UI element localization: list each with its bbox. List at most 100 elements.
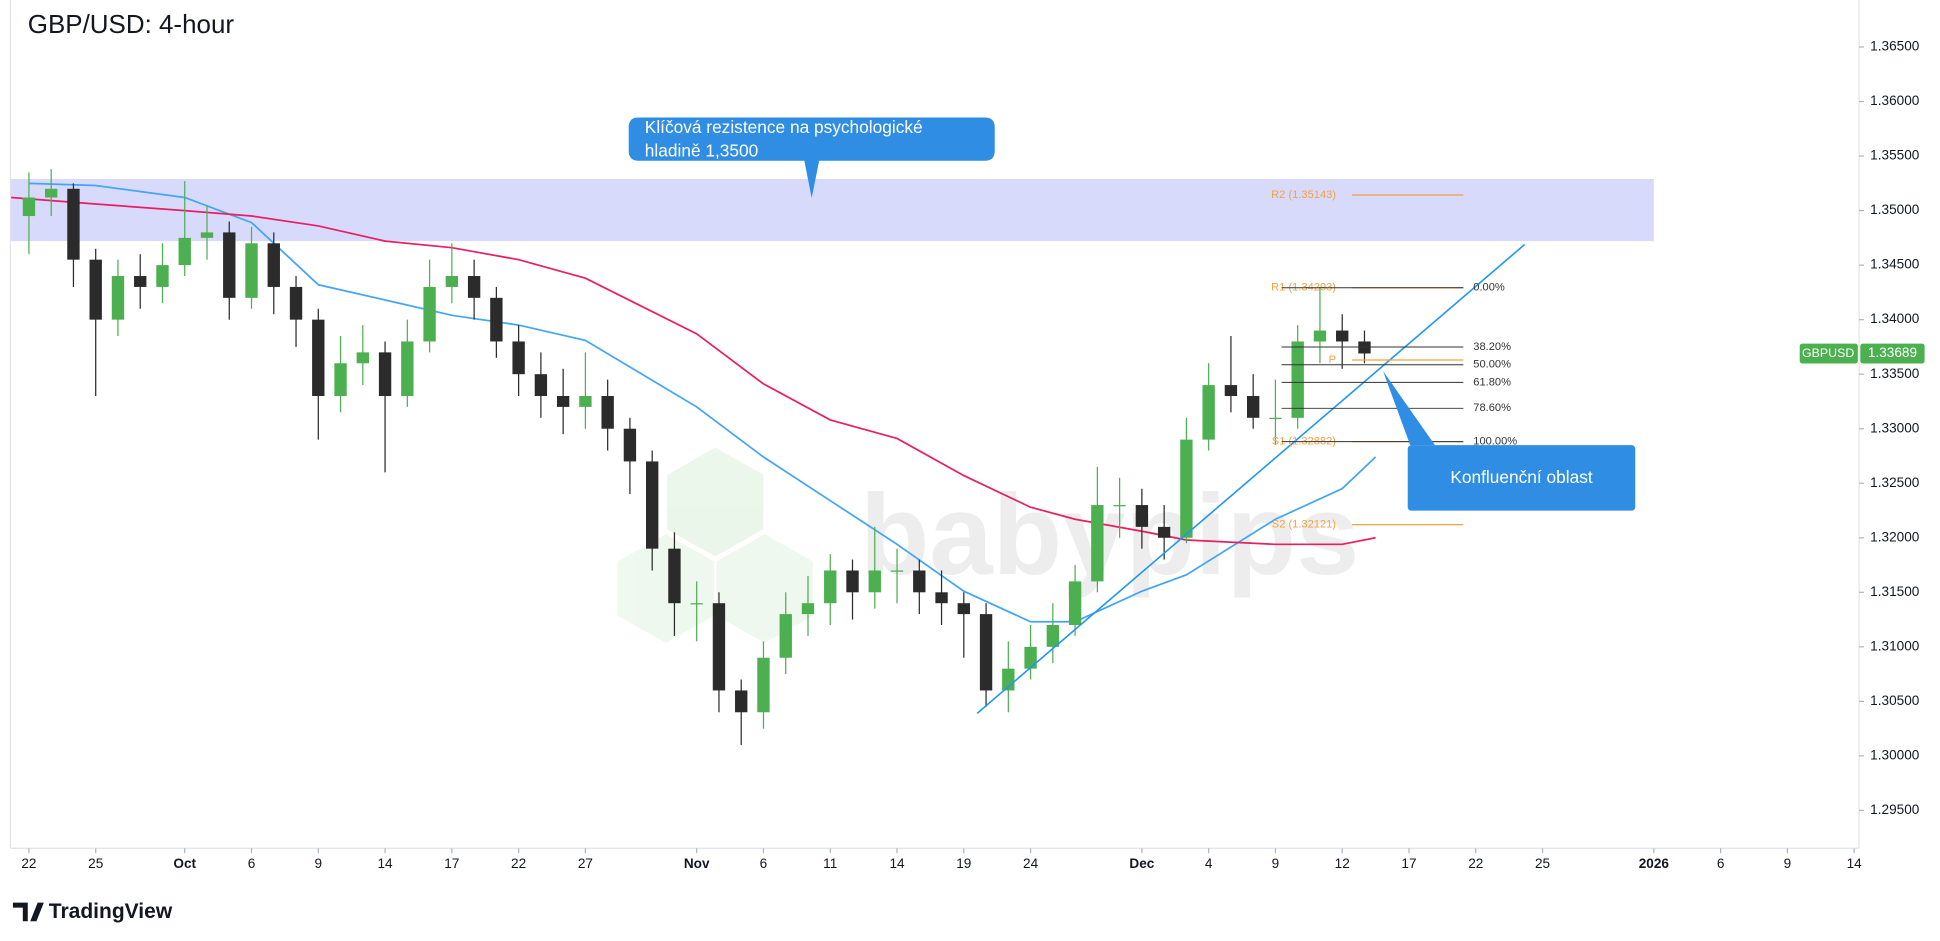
x-tick-label: Nov xyxy=(684,856,710,871)
x-tick-label: 22 xyxy=(21,856,36,871)
x-tick-label: 25 xyxy=(1535,856,1550,871)
candle-body xyxy=(1135,505,1149,527)
candle-body xyxy=(1157,526,1171,538)
x-tick-label: 14 xyxy=(1847,856,1863,871)
y-tick-label: 1.31000 xyxy=(1870,638,1920,653)
candle-body xyxy=(200,232,214,238)
y-tick-label: 1.32500 xyxy=(1870,475,1920,490)
candle-body xyxy=(401,341,414,396)
x-tick-label: 9 xyxy=(315,856,323,871)
candle-body xyxy=(490,297,503,342)
candle-body xyxy=(356,352,369,364)
candle-body xyxy=(957,603,970,615)
candle-body xyxy=(601,395,614,429)
candle-body xyxy=(334,363,347,396)
y-tick-label: 1.29500 xyxy=(1870,802,1920,817)
candle-body xyxy=(1068,581,1082,626)
x-tick-label: 22 xyxy=(1468,856,1483,871)
callout-text: hladině 1,3500 xyxy=(645,141,759,161)
candle-body xyxy=(645,461,659,549)
symbol-tag xyxy=(1799,343,1858,364)
fib-label: 61.80% xyxy=(1473,376,1511,388)
candle-body xyxy=(1046,625,1060,647)
y-tick-label: 1.36500 xyxy=(1870,39,1920,54)
candle-body xyxy=(690,603,703,605)
candle-body xyxy=(1202,385,1215,440)
x-tick-label: 17 xyxy=(444,856,459,871)
fib-label: 38.20% xyxy=(1473,341,1511,353)
candle-body xyxy=(512,341,525,375)
price-tag xyxy=(1860,343,1925,364)
y-tick-label: 1.35500 xyxy=(1870,148,1920,163)
candle-body xyxy=(846,570,859,593)
y-tick-label: 1.35000 xyxy=(1870,202,1920,217)
candle-body xyxy=(534,374,548,396)
branding: TradingView xyxy=(49,900,173,923)
candle-body xyxy=(156,265,169,287)
candle-body xyxy=(45,188,58,198)
x-tick-label: 4 xyxy=(1205,856,1213,871)
x-tick-label: 6 xyxy=(760,856,768,871)
callout-text: Klíčová rezistence na psychologické xyxy=(645,117,923,137)
price-label: 1.33689 xyxy=(1868,345,1917,360)
moving-average xyxy=(11,196,1376,546)
candle-body xyxy=(22,197,36,217)
x-tick-label: 27 xyxy=(578,856,593,871)
candle-body xyxy=(1291,341,1304,418)
candle-body xyxy=(289,286,303,320)
candle-body xyxy=(668,548,681,604)
candle-body xyxy=(312,319,325,396)
y-tick-label: 1.30500 xyxy=(1870,693,1920,708)
x-tick-label: Dec xyxy=(1129,856,1154,871)
candle-body xyxy=(1024,646,1037,669)
pivot-label: P xyxy=(1329,354,1336,366)
candle-body xyxy=(1224,385,1238,396)
candle-body xyxy=(1113,505,1126,507)
watermark-logo xyxy=(617,447,813,643)
candle-body xyxy=(1313,330,1327,342)
candle-body xyxy=(735,690,748,713)
candle-body xyxy=(423,286,436,342)
x-tick-label: 17 xyxy=(1401,856,1416,871)
candle-body xyxy=(890,570,904,572)
x-tick-label: 6 xyxy=(248,856,256,871)
x-tick-label: 2026 xyxy=(1639,856,1670,871)
candle-body xyxy=(1269,417,1282,420)
candle-body xyxy=(779,614,792,658)
y-tick-label: 1.32000 xyxy=(1870,529,1920,544)
candle-body xyxy=(89,259,102,320)
y-tick-label: 1.34500 xyxy=(1870,257,1920,272)
y-tick-label: 1.36000 xyxy=(1870,93,1920,108)
candle-body xyxy=(467,276,481,298)
y-tick-label: 1.30000 xyxy=(1870,747,1920,762)
x-tick-label: 12 xyxy=(1335,856,1350,871)
candle-body xyxy=(445,276,459,287)
candle-body xyxy=(223,232,236,298)
x-tick-label: 22 xyxy=(511,856,526,871)
callout-box xyxy=(1407,445,1636,511)
candle-body xyxy=(111,276,125,320)
candle-body xyxy=(67,188,80,260)
x-tick-label: 14 xyxy=(889,856,905,871)
pivot-label: R2 (1.35143) xyxy=(1271,189,1336,201)
candle-body xyxy=(579,395,592,407)
x-tick-label: Oct xyxy=(173,856,196,871)
y-tick-label: 1.31500 xyxy=(1870,584,1920,599)
candle-body xyxy=(267,243,280,287)
y-tick-label: 1.33500 xyxy=(1870,366,1920,381)
candle-body xyxy=(1336,330,1349,342)
watermark: babypips xyxy=(860,472,1359,599)
fib-label: 50.00% xyxy=(1473,359,1511,371)
candle-body xyxy=(556,395,570,407)
fib-label: 78.60% xyxy=(1473,402,1511,414)
candle-body xyxy=(913,570,926,593)
candle-body xyxy=(824,570,837,604)
resistance-zone xyxy=(10,178,1654,242)
plot: R2 (1.35143)R1 (1.34293)PS1 (1.32882)S2 … xyxy=(10,169,1654,745)
chart-title: GBP/USD: 4-hour xyxy=(28,9,235,39)
candle-body xyxy=(1091,505,1104,582)
x-tick-label: 19 xyxy=(956,856,971,871)
candle-body xyxy=(178,237,191,266)
callout-text: Konfluenční oblast xyxy=(1450,467,1593,487)
